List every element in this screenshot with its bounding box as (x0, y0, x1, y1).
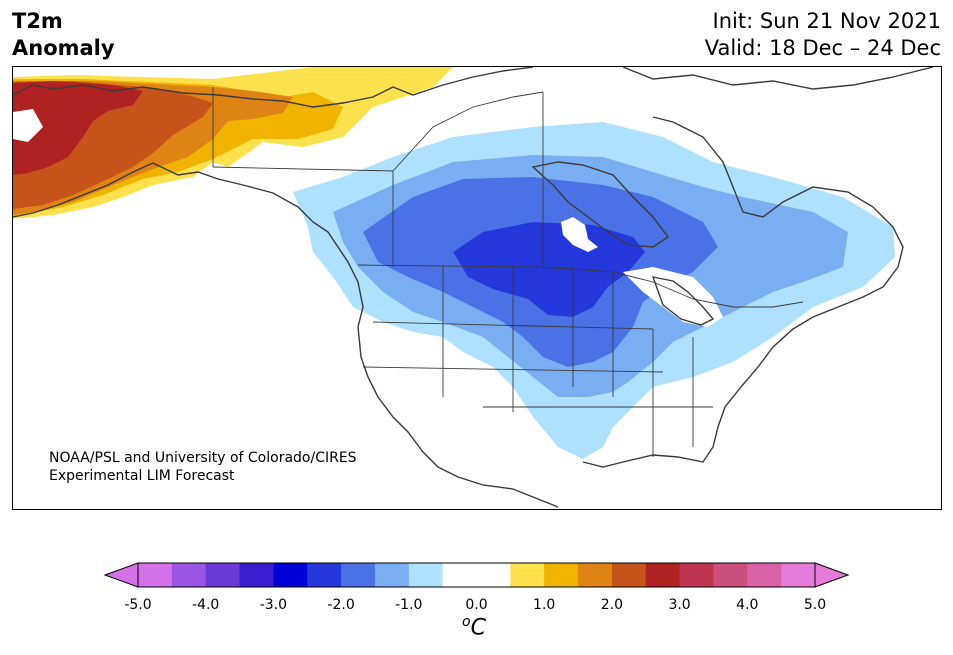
map-svg (13, 67, 934, 508)
coastlines (13, 67, 934, 508)
colorbar-segment (171, 563, 207, 587)
colorbar-segment (611, 563, 647, 587)
colorbar-tick-label: 3.0 (668, 597, 691, 613)
colorbar-tick-label: -4.0 (192, 597, 220, 613)
colorbar-segments (138, 563, 816, 587)
colorbar-segment (645, 563, 681, 587)
map-title: T2m Anomaly (12, 8, 115, 62)
lake-white (623, 267, 723, 327)
political-borders (212, 87, 804, 457)
colorbar-tick-label: 0.0 (465, 597, 488, 613)
colorbar-tick-label: 2.0 (600, 597, 624, 613)
credit-line-2: Experimental LIM Forecast (49, 468, 235, 484)
anomaly-fill-cold-strong (453, 222, 645, 317)
colorbar-tick-label: -2.0 (327, 597, 355, 613)
colorbar-segment (374, 563, 410, 587)
colorbar-segment (307, 563, 342, 587)
colorbar-segment (138, 563, 173, 587)
title-line-1: T2m (12, 9, 63, 33)
anomaly-fill-white-patch (13, 109, 43, 142)
hudson-bay-white (561, 217, 598, 252)
colorbar-tick-label: -3.0 (259, 597, 288, 613)
colorbar-segment (205, 563, 241, 587)
colorbar-segment (713, 563, 748, 587)
colorbar-segment (747, 563, 782, 587)
colorbar-tick-label: 4.0 (736, 597, 759, 613)
colorbar-segment (239, 563, 274, 587)
colorbar-tick-label: -5.0 (124, 597, 152, 613)
colorbar-tick-label: 5.0 (803, 597, 827, 613)
init-date: Init: Sun 21 Nov 2021 (712, 9, 941, 33)
colorbar-segment (273, 563, 308, 587)
colorbar-segment (341, 563, 376, 587)
colorbar-unit-letter: C (470, 615, 486, 641)
colorbar-tick-label: -1.0 (395, 597, 423, 613)
colorbar-unit: oC (462, 614, 486, 640)
colorbar-under-arrow (103, 562, 139, 588)
colorbar-segment (408, 563, 444, 587)
colorbar-outline (137, 562, 816, 588)
colorbar-segment (679, 563, 714, 587)
forecast-dates: Init: Sun 21 Nov 2021 Valid: 18 Dec – 24… (705, 8, 941, 62)
colorbar-segment (476, 563, 511, 587)
colorbar-segment (781, 563, 816, 587)
colorbar-tick-label: 1.0 (533, 597, 556, 613)
colorbar-segment (442, 563, 477, 587)
colorbar-over-arrow (814, 562, 850, 588)
colorbar-segment (544, 563, 579, 587)
anomaly-map (12, 66, 942, 510)
colorbar-unit-prefix: o (462, 614, 471, 630)
forecast-credit: NOAA/PSL and University of Colorado/CIRE… (49, 449, 357, 485)
colorbar-segment (510, 563, 545, 587)
valid-range: Valid: 18 Dec – 24 Dec (704, 36, 941, 60)
anomaly-fill-warm-strong (13, 81, 143, 175)
credit-line-1: NOAA/PSL and University of Colorado/CIRE… (49, 450, 357, 466)
title-line-2: Anomaly (12, 36, 115, 60)
colorbar (103, 562, 850, 588)
colorbar-segment (578, 563, 613, 587)
